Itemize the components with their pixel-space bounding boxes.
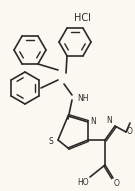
Text: NH: NH bbox=[77, 94, 89, 103]
Text: N: N bbox=[106, 116, 112, 125]
Text: O: O bbox=[127, 128, 133, 137]
Text: HO: HO bbox=[77, 178, 89, 187]
Text: O: O bbox=[114, 179, 120, 188]
Text: N: N bbox=[90, 117, 96, 125]
Text: S: S bbox=[48, 137, 53, 146]
Text: HCl: HCl bbox=[74, 13, 90, 23]
